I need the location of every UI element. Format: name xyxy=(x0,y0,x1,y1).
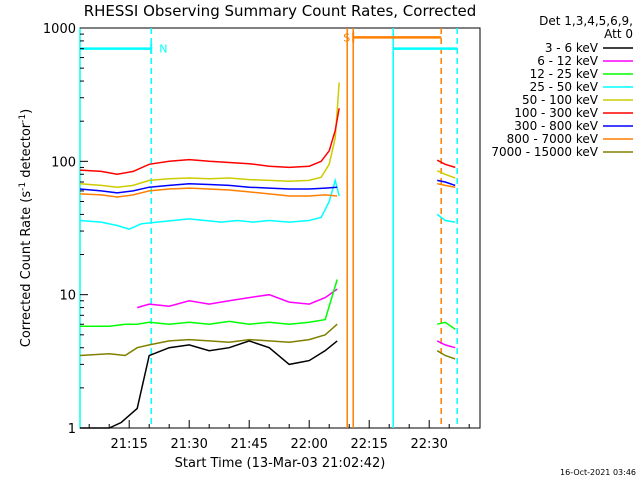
x-tick-label: 21:15 xyxy=(110,437,147,452)
series-line-late xyxy=(437,182,456,188)
series-line xyxy=(79,182,338,194)
x-tick-label: 21:45 xyxy=(230,437,267,452)
legend-label: 100 - 300 keV xyxy=(514,106,598,120)
y-tick-label: 1 xyxy=(68,422,76,437)
legend-label: 50 - 100 keV xyxy=(522,93,599,107)
x-tick-label: 22:15 xyxy=(350,437,387,452)
x-axis-label: Start Time (13-Mar-03 21:02:42) xyxy=(175,456,386,471)
series-line xyxy=(79,187,338,198)
series-line xyxy=(79,323,338,357)
legend-label: 12 - 25 keV xyxy=(530,67,599,81)
annotation-label: N xyxy=(159,43,167,56)
series-line-late xyxy=(436,159,456,169)
legend-header-line1: Det 1,3,4,5,6,9, xyxy=(539,14,633,28)
series-line xyxy=(79,82,340,188)
legend-label: 800 - 7000 keV xyxy=(507,132,599,146)
series-line-late xyxy=(437,179,456,187)
x-tick-label: 21:30 xyxy=(170,437,207,452)
chart-title: RHESSI Observing Summary Count Rates, Co… xyxy=(84,2,477,20)
plot-frame xyxy=(79,27,481,429)
series-line xyxy=(80,279,338,327)
legend-header-line2: Att 0 xyxy=(604,27,633,41)
series-group xyxy=(79,82,456,429)
series-line xyxy=(80,340,338,429)
x-tick-label: 22:30 xyxy=(410,437,447,452)
y-tick-label: 100 xyxy=(51,155,76,170)
series-line-late xyxy=(437,321,456,330)
y-tick-label: 10 xyxy=(59,289,76,304)
legend-label: 3 - 6 keV xyxy=(545,41,599,55)
footer-date: 16-Oct-2021 03:46 xyxy=(560,468,636,477)
legend-label: 300 - 800 keV xyxy=(514,119,598,133)
y-axis: 1 10 100 1000 xyxy=(43,22,88,437)
y-axis-label: Corrected Count Rate (s-1 detector-1) xyxy=(18,109,34,347)
series-line xyxy=(136,288,338,309)
legend-label: 6 - 12 keV xyxy=(537,54,599,68)
series-line-late xyxy=(436,170,456,179)
series-line xyxy=(79,177,340,231)
annotation-label: S xyxy=(343,31,350,44)
annotation-group: NS xyxy=(80,31,458,56)
x-axis: 21:15 21:30 21:45 22:00 22:15 22:30 xyxy=(88,420,470,452)
y-tick-label: 1000 xyxy=(43,22,76,37)
legend-label: 7000 - 15000 keV xyxy=(491,145,598,159)
x-tick-label: 22:00 xyxy=(290,437,327,452)
series-line-late xyxy=(436,350,456,360)
series-line xyxy=(79,108,340,176)
reference-lines xyxy=(79,28,458,428)
series-line-late xyxy=(436,213,456,223)
series-line-late xyxy=(436,340,456,349)
legend-label: 25 - 50 keV xyxy=(530,80,599,94)
